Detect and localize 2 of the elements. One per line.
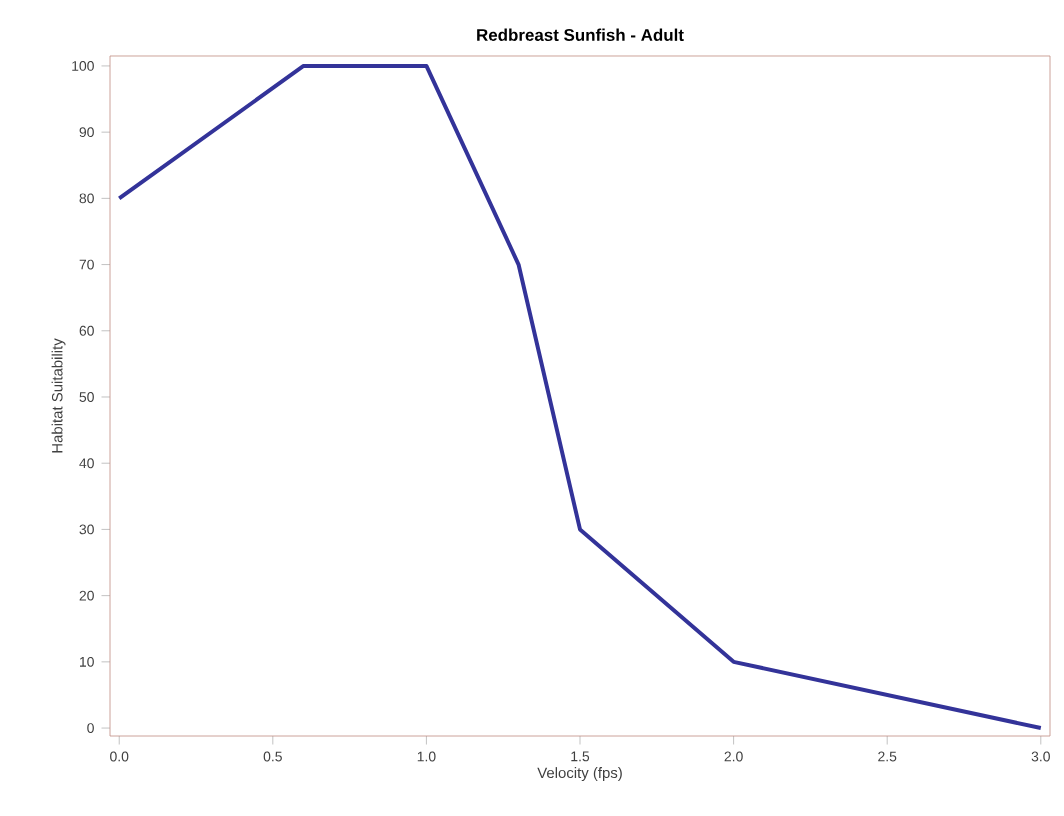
chart-title: Redbreast Sunfish - Adult — [477, 28, 684, 41]
line-series — [117, 63, 1043, 731]
